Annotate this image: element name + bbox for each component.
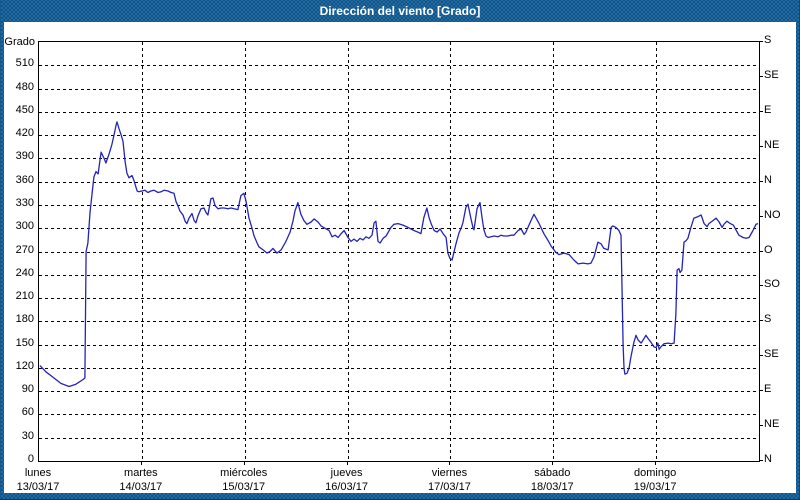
y-axis-right-tick [759,111,763,112]
y-axis-tick-label: 210 [15,290,34,303]
y-axis-tick-label: 420 [15,127,34,140]
y-axis-right-tick [759,181,763,182]
x-axis-tick [552,461,553,465]
window-titlebar: Dirección del viento [Grado] [0,0,800,22]
x-axis-tick [449,461,450,465]
day-name-label: lunes [24,467,52,479]
y-axis-right-tick [759,390,763,391]
x-axis-tick [655,461,656,465]
y-axis-tick-label: 390 [15,150,34,163]
day-name-label: martes [124,467,158,479]
day-name-label: miércoles [220,467,268,479]
day-name-label: domingo [634,467,677,479]
compass-label: N [764,453,772,465]
y-axis-right-tick [759,460,763,461]
compass-label: SE [764,348,779,361]
day-date-label: 18/03/17 [530,481,574,493]
y-axis-right-tick [759,146,763,147]
y-axis-tick-label: 270 [15,243,34,256]
compass-label: S [764,313,772,326]
y-axis-right-tick [759,251,763,252]
y-axis-right-tick [759,355,763,356]
day-name-label: jueves [330,467,363,479]
day-name-label: viernes [431,467,468,479]
day-date-label: 16/03/17 [325,481,368,493]
compass-label: NO [764,208,781,221]
y-axis-tick-label: 240 [15,266,34,279]
day-date-label: 15/03/17 [222,481,266,493]
wind-direction-line-chart [39,42,759,461]
compass-label: S [764,34,772,46]
day-date-label: 14/03/17 [119,481,163,493]
y-axis-title: Grado [4,36,35,48]
day-name-label: sábado [534,467,571,479]
y-axis-tick-label: 90 [21,383,34,396]
window-title: Dirección del viento [Grado] [319,4,481,18]
compass-label: SO [764,278,780,291]
y-axis-tick-label: 480 [15,80,34,93]
y-axis-tick-label: 330 [15,196,34,209]
y-axis-tick-label: 450 [15,103,34,116]
y-axis-right-tick [759,76,763,77]
y-axis-tick-label: 0 [27,453,34,465]
y-axis-tick-label: 120 [15,359,34,372]
x-axis-tick [244,461,245,465]
compass-label: NE [764,418,780,431]
x-axis-tick [141,461,142,465]
y-axis-tick-label: 510 [15,57,34,70]
day-date-label: 13/03/17 [16,481,60,493]
day-date-label: 17/03/17 [428,481,471,493]
y-axis-tick-label: 300 [15,220,34,233]
compass-label: O [764,243,773,256]
compass-label: SE [764,68,779,81]
y-axis-tick-label: 360 [15,173,34,186]
day-date-label: 19/03/17 [633,481,677,493]
y-axis-tick-label: 180 [15,313,34,326]
compass-label: N [764,173,772,186]
compass-label: NE [764,138,780,151]
y-axis-tick-label: 30 [21,429,34,442]
y-axis-right-tick [759,216,763,217]
y-axis-right-tick [759,285,763,286]
y-axis-right-tick [759,425,763,426]
y-axis-right-tick [759,320,763,321]
x-axis-tick [347,461,348,465]
y-axis-tick-label: 150 [15,336,34,349]
y-axis-tick-label: 60 [21,406,34,419]
series-line-wind-direction [39,121,759,388]
plot-frame [38,41,760,462]
compass-label: E [764,383,772,396]
y-axis-right-tick [759,41,763,42]
compass-label: E [764,103,772,116]
